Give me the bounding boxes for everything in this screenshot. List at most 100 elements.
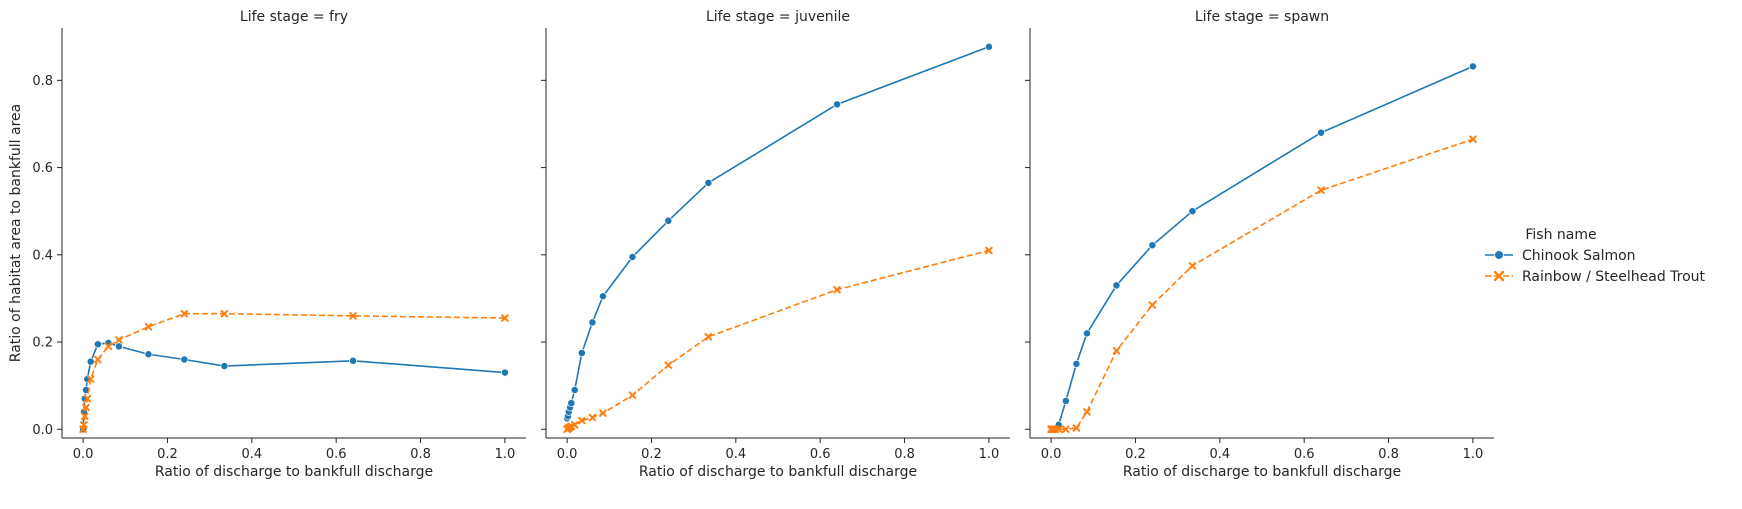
data-point xyxy=(144,350,153,359)
data-point xyxy=(115,336,123,344)
series-line xyxy=(566,46,990,419)
data-point xyxy=(83,394,92,403)
x-tick-label: 0.2 xyxy=(1125,447,1146,462)
data-point xyxy=(501,314,509,322)
x-tick-label: 0.8 xyxy=(410,447,431,462)
data-point xyxy=(349,356,358,365)
x-tick-label: 0.8 xyxy=(1378,447,1399,462)
y-tick-label: 0.8 xyxy=(32,74,53,89)
data-point xyxy=(114,342,123,351)
data-point xyxy=(984,42,993,51)
data-point xyxy=(567,399,576,408)
y-tick-label: 0.2 xyxy=(32,336,53,351)
panel-title: Life stage = fry xyxy=(240,9,348,25)
series-line xyxy=(1051,65,1474,431)
data-point xyxy=(577,348,586,357)
data-point xyxy=(1317,186,1325,195)
panels: Life stage = fry 0.0 0.2 0.4 0.6 0.8 1.0 0.0 0.2… xyxy=(8,9,1494,480)
data-point xyxy=(104,342,113,351)
x-tick-label: 0.0 xyxy=(1041,447,1062,462)
series-line xyxy=(82,312,505,430)
data-point xyxy=(86,375,95,383)
data-point xyxy=(704,333,713,341)
data-point xyxy=(985,246,993,255)
data-point xyxy=(588,413,597,422)
data-point xyxy=(180,309,189,318)
data-point xyxy=(1083,408,1091,416)
series-chinook-salmon xyxy=(563,42,993,423)
x-tick-label: 0.2 xyxy=(641,447,662,462)
legend-marker-chinook xyxy=(1494,250,1504,260)
legend-label-chinook: Chinook Salmon xyxy=(1522,248,1636,264)
y-axis-title: Ratio of habitat area to bankfull area xyxy=(8,104,24,362)
data-point xyxy=(704,178,713,187)
data-point xyxy=(93,340,102,349)
x-tick-label: 0.6 xyxy=(326,447,347,462)
y-tick-label: 0.0 xyxy=(32,423,53,438)
data-point xyxy=(1061,396,1070,405)
data-point xyxy=(220,309,229,318)
data-point xyxy=(1112,281,1121,290)
data-point xyxy=(833,100,842,109)
data-point xyxy=(1188,261,1197,270)
panel-1: Life stage = fry 0.0 0.2 0.4 0.6 0.8 1.0 0.0 0.2… xyxy=(8,9,526,480)
data-point xyxy=(1468,62,1477,71)
x-tick-label: 0.8 xyxy=(894,447,915,462)
series-rainbow-steelhead-trout xyxy=(563,246,993,434)
data-point xyxy=(578,416,586,425)
data-point xyxy=(1054,425,1063,434)
data-point xyxy=(598,292,607,301)
x-tick-label: 0.4 xyxy=(725,447,746,462)
data-point xyxy=(82,403,90,412)
data-point xyxy=(588,318,597,327)
x-tick-label: 0.6 xyxy=(810,447,831,462)
data-point xyxy=(144,322,153,331)
data-point xyxy=(1188,207,1197,216)
data-point xyxy=(94,355,102,364)
data-point xyxy=(349,312,357,320)
x-tick-label: 0.0 xyxy=(557,447,578,462)
legend-entry-chinook: Chinook Salmon xyxy=(1485,248,1636,264)
x-tick-label: 0.2 xyxy=(157,447,178,462)
data-point xyxy=(180,355,189,364)
y-tick-label: 0.6 xyxy=(32,161,53,176)
data-point xyxy=(500,368,509,377)
x-tick-label: 0.4 xyxy=(1209,447,1230,462)
data-point xyxy=(86,357,95,366)
series-chinook-salmon xyxy=(79,338,509,434)
data-point xyxy=(664,361,673,369)
x-tick-label: 0.4 xyxy=(241,447,262,462)
legend-entry-trout: Rainbow / Steelhead Trout xyxy=(1485,269,1706,285)
data-point xyxy=(220,362,229,370)
series-chinook-salmon xyxy=(1047,62,1477,434)
x-axis-title: Ratio of discharge to bankfull discharge xyxy=(155,464,433,480)
data-point xyxy=(599,409,607,417)
data-point xyxy=(1148,241,1157,250)
panel-title: Life stage = spawn xyxy=(1195,9,1329,25)
data-point xyxy=(833,285,841,294)
data-point xyxy=(1072,424,1081,432)
legend-label-trout: Rainbow / Steelhead Trout xyxy=(1522,269,1706,285)
data-point xyxy=(628,391,637,400)
y-tick-label: 0.4 xyxy=(32,248,53,263)
data-point xyxy=(1082,329,1091,338)
data-point xyxy=(1317,128,1326,137)
legend-title: Fish name xyxy=(1525,227,1596,243)
x-tick-label: 1.0 xyxy=(495,447,516,462)
panel-3: Life stage = spawn 0.0 0.2 0.4 0.6 0.8 1.0 Rati… xyxy=(1025,9,1494,480)
series-line xyxy=(566,249,990,430)
data-point xyxy=(1469,135,1477,144)
legend: Fish name Chinook Salmon Rainbow / Steel… xyxy=(1485,227,1706,285)
x-axis-title: Ratio of discharge to bankfull discharge xyxy=(1123,464,1401,480)
data-point xyxy=(1148,301,1157,309)
data-point xyxy=(80,421,88,429)
x-tick-label: 1.0 xyxy=(979,447,1000,462)
data-point xyxy=(1072,359,1081,368)
data-point xyxy=(664,216,673,225)
x-tick-label: 0.0 xyxy=(73,447,94,462)
legend-marker-trout xyxy=(1493,270,1505,282)
data-point xyxy=(570,421,579,429)
x-tick-label: 0.6 xyxy=(1294,447,1315,462)
data-point xyxy=(628,253,637,261)
